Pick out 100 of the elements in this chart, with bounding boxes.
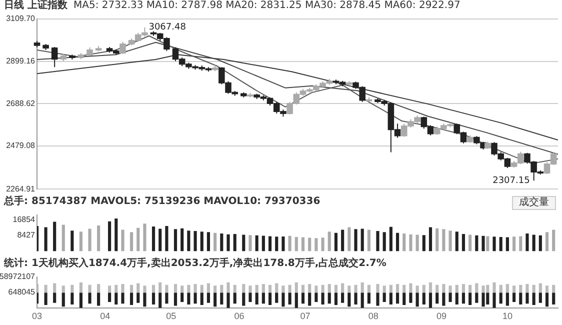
bar: [506, 292, 509, 306]
bar: [88, 228, 92, 252]
bar: [436, 284, 439, 293]
bar: [262, 236, 265, 252]
bar: [519, 292, 522, 304]
bar: [334, 292, 338, 305]
bar: [308, 292, 312, 306]
bar: [62, 224, 65, 252]
bar: [158, 282, 162, 293]
bar: [97, 225, 100, 252]
bar: [194, 231, 197, 252]
chart-title: 统计: 1天机构买入1874.4万手,卖出2053.2万手,净卖出178.8万手,占总成交2.7%: [4, 258, 386, 269]
bar: [526, 292, 529, 304]
bar: [482, 286, 485, 293]
bar: [143, 286, 146, 293]
y-tick-label: 2899.16: [6, 56, 36, 66]
x-tick-label: 08: [368, 311, 378, 322]
bar: [492, 236, 496, 252]
bar: [70, 292, 74, 304]
bar: [44, 284, 48, 293]
y-tick-label: 8427: [17, 230, 36, 240]
bar: [308, 238, 312, 252]
bar: [448, 286, 452, 293]
bar: [242, 292, 246, 306]
bar: [348, 286, 351, 293]
bar: [262, 292, 265, 304]
bar: [136, 283, 140, 293]
bar: [468, 292, 472, 305]
bar: [428, 227, 432, 252]
bar: [422, 284, 426, 293]
bar: [360, 228, 364, 252]
bar: [532, 284, 536, 293]
bar: [416, 292, 419, 307]
bar: [226, 292, 230, 308]
bar: [275, 292, 278, 303]
bar: [367, 284, 370, 293]
bar: [538, 235, 542, 252]
bar: [97, 284, 100, 293]
bar: [200, 232, 204, 252]
bar: [409, 234, 412, 252]
bar: [552, 230, 556, 252]
bar: [402, 292, 406, 305]
bar: [268, 236, 272, 252]
bar: [152, 292, 156, 304]
bar: [79, 232, 83, 252]
bar: [532, 292, 536, 305]
bar: [130, 284, 134, 293]
bar: [455, 232, 458, 252]
y-tick-label: 58972107: [0, 272, 36, 282]
bar: [255, 292, 258, 304]
bar: [220, 233, 224, 252]
bar: [206, 283, 210, 293]
bar: [492, 282, 496, 293]
bar: [486, 236, 490, 252]
bar: [506, 237, 509, 252]
bar: [114, 292, 118, 304]
bar: [314, 238, 318, 252]
bar: [462, 292, 466, 304]
bar: [396, 284, 400, 293]
bar: [519, 284, 522, 293]
bar: [422, 292, 426, 304]
bar: [462, 234, 466, 252]
bar: [538, 292, 542, 303]
bar: [262, 284, 265, 293]
bar: [389, 292, 392, 304]
bar: [354, 292, 358, 304]
bar: [422, 235, 426, 252]
bar: [475, 283, 478, 293]
bar: [341, 283, 344, 293]
y-tick-label: 16854: [12, 214, 36, 224]
bar: [545, 232, 549, 252]
bar: [233, 284, 236, 293]
bar: [382, 286, 386, 293]
bar: [328, 284, 331, 293]
bar: [512, 236, 516, 252]
bar: [288, 292, 292, 304]
bar: [552, 284, 556, 293]
bar: [396, 232, 400, 252]
bar: [367, 292, 370, 304]
bar: [233, 234, 236, 252]
x-tick-label: 04: [100, 311, 110, 322]
bar: [354, 284, 358, 293]
x-tick-label: 07: [300, 311, 310, 322]
bar: [174, 292, 178, 306]
bar: [248, 286, 252, 293]
bar: [448, 292, 452, 302]
bar: [288, 236, 292, 252]
bar: [545, 292, 549, 307]
bar: [376, 231, 380, 252]
bar: [367, 230, 370, 252]
bar: [275, 236, 278, 252]
bar: [37, 226, 39, 252]
bar: [44, 292, 48, 305]
bar: [143, 292, 146, 307]
bar: [233, 292, 236, 304]
x-tick-label: 06: [234, 311, 244, 322]
bar: [301, 237, 305, 252]
bar: [334, 232, 338, 252]
bar: [282, 236, 285, 252]
bar: [214, 232, 217, 252]
